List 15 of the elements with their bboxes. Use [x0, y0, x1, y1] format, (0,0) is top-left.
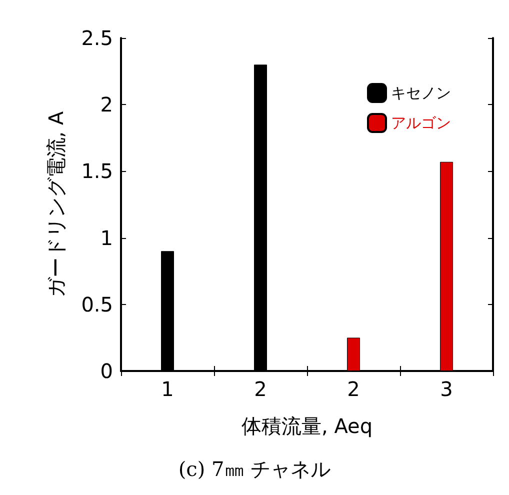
legend-label: キセノン [391, 84, 451, 102]
x-tick-label: 3 [440, 377, 453, 401]
text: (c) 7㎜ チャネル [178, 457, 331, 481]
y-tick-label: 0.5 [81, 292, 113, 316]
legend-label: アルゴン [391, 114, 451, 132]
y-axis-title: ガードリング電流, A [44, 110, 68, 298]
y-tick-label: 1 [100, 226, 113, 250]
x-tick-label: 1 [161, 377, 174, 401]
y-tick-label: 2.5 [81, 26, 113, 50]
y-tick-label: 2 [100, 92, 113, 117]
y-tick-label: 0 [100, 359, 113, 383]
x-tick-label: 2 [347, 377, 360, 401]
x-axis-title: 体積流量, Aeq [241, 414, 373, 438]
x-tick-label: 2 [254, 377, 267, 401]
y-tick-label: 1.5 [81, 159, 113, 184]
